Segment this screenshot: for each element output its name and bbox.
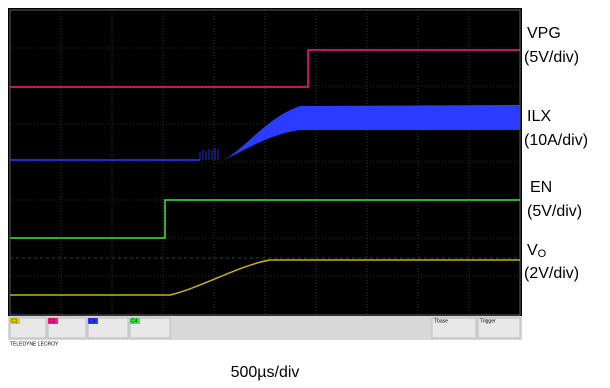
c3-tag	[88, 318, 98, 324]
trigger-label: Trigger	[480, 318, 496, 324]
vo-scale: (2V/div)	[524, 265, 579, 282]
vo-sub: O	[538, 248, 547, 260]
en-trace	[10, 199, 520, 239]
en-label: EN	[530, 179, 552, 196]
vo-label: VO	[527, 242, 547, 260]
brand-bar	[8, 340, 522, 348]
tbase-box	[431, 317, 477, 339]
en-scale: (5V/div)	[527, 203, 582, 220]
c2-label: C2	[49, 318, 56, 324]
ilx-label: ILX	[527, 108, 551, 125]
vpg-label: VPG	[527, 25, 561, 42]
c2-tag	[48, 318, 58, 324]
c4-tag	[130, 318, 140, 324]
trigger-box	[477, 317, 521, 339]
vo-main: V	[527, 242, 538, 259]
plot-border	[9, 9, 521, 316]
ilx-spikes	[199, 148, 219, 160]
brand: TELEDYNE LECROY	[10, 341, 59, 347]
c3-label: C3	[89, 318, 96, 324]
vo-trace	[10, 259, 520, 296]
timebase: 500µs/div	[231, 364, 300, 381]
tbase-label: Tbase	[434, 318, 448, 324]
vpg-scale: (5V/div)	[524, 49, 579, 66]
vpg-trace	[10, 49, 520, 88]
c1-tag	[10, 318, 20, 324]
ilx-scale: (10A/div)	[524, 132, 588, 149]
c4-label: C4	[131, 318, 138, 324]
c1-label: C1	[11, 318, 18, 324]
ilx-trace-band	[220, 105, 520, 162]
